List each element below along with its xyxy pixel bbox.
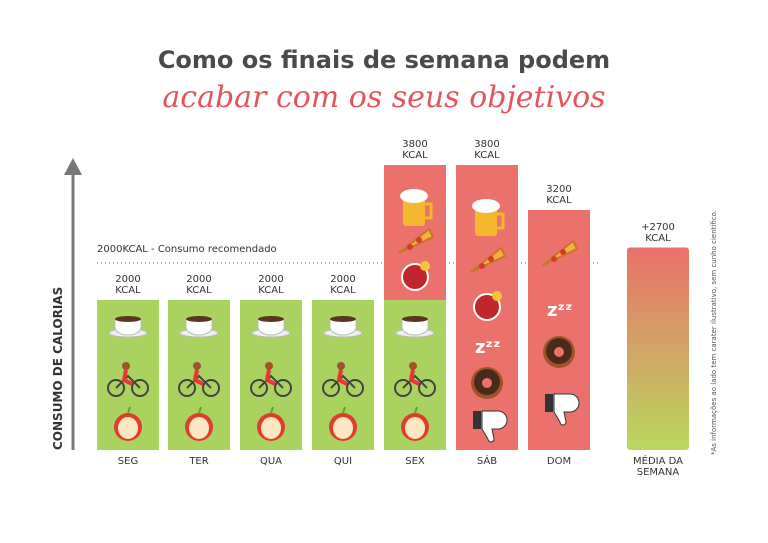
icon <box>202 379 220 397</box>
icon <box>401 318 429 336</box>
icon <box>122 362 130 370</box>
value-label: 2000 KCAL <box>115 274 141 296</box>
icon <box>408 369 420 386</box>
x-tick-label: SEX <box>405 456 425 467</box>
x-tick-label: SÁB <box>476 456 498 467</box>
reference-label: 2000KCAL - Consumo recomendado <box>97 244 277 255</box>
icon <box>322 379 340 397</box>
icon <box>482 378 492 388</box>
icon <box>186 316 212 322</box>
icon <box>425 202 433 220</box>
icon <box>420 261 430 271</box>
note: *As informações ao lado tem carater ilus… <box>710 210 718 455</box>
icon <box>250 379 268 397</box>
icon <box>473 411 481 429</box>
icon <box>409 362 417 370</box>
icon <box>473 293 501 321</box>
icon <box>178 379 196 397</box>
icon <box>394 379 412 397</box>
icon <box>270 406 274 414</box>
icon <box>554 347 564 357</box>
icon <box>416 237 422 243</box>
icon <box>330 316 356 322</box>
icon <box>472 199 500 213</box>
icon <box>553 393 580 426</box>
icon <box>185 318 213 336</box>
icon <box>497 212 505 230</box>
icon <box>127 406 131 414</box>
value-label: 2000 KCAL <box>258 274 284 296</box>
icon <box>261 417 281 439</box>
icon <box>336 369 348 386</box>
icon <box>492 291 502 301</box>
value-label: 3800 KCAL <box>402 139 428 161</box>
icon <box>265 362 273 370</box>
icon <box>258 316 284 322</box>
x-tick-label: MÉDIA DA SEMANA <box>633 456 683 478</box>
x-tick-label: QUI <box>333 456 353 467</box>
icon <box>488 256 494 262</box>
icon <box>342 406 346 414</box>
icon <box>551 256 557 262</box>
icon <box>346 379 364 397</box>
icon <box>475 208 497 236</box>
icon <box>274 379 292 397</box>
icon <box>115 316 141 322</box>
icon <box>402 374 428 389</box>
subtitle: acabar com os seus objetivos <box>162 80 606 115</box>
value-label: 3800 KCAL <box>474 139 500 161</box>
icon <box>329 318 357 336</box>
icon <box>560 249 566 255</box>
icon <box>481 410 508 443</box>
x-tick-label: DOM <box>546 456 572 467</box>
icon <box>401 263 429 291</box>
x-tick-label: SEG <box>117 456 139 467</box>
title: Como os finais de semana podem <box>157 46 611 74</box>
icon: zᶻᶻ <box>475 337 501 358</box>
icon <box>264 369 276 386</box>
value-label: 3200 KCAL <box>546 184 572 206</box>
value-label: +2700 KCAL <box>641 221 675 244</box>
icon <box>118 417 138 439</box>
icon <box>333 417 353 439</box>
y-axis-arrow <box>64 158 82 175</box>
value-label: 2000 KCAL <box>330 274 356 296</box>
y-label: CONSUMO DE CALORIAS <box>51 287 65 450</box>
icon <box>400 189 428 203</box>
icon <box>121 369 133 386</box>
icon <box>193 362 201 370</box>
icon <box>189 417 209 439</box>
icon <box>402 316 428 322</box>
icon <box>258 374 284 389</box>
icon: zᶻᶻ <box>547 300 573 321</box>
icon <box>403 198 425 226</box>
bar <box>627 247 689 450</box>
icon <box>186 374 212 389</box>
icon <box>107 379 125 397</box>
icon <box>479 263 485 269</box>
icon <box>198 406 202 414</box>
x-tick-label: QUA <box>259 456 283 467</box>
icon <box>418 379 436 397</box>
value-label: 2000 KCAL <box>186 274 212 296</box>
icon <box>337 362 345 370</box>
icon <box>545 394 553 412</box>
icon <box>192 369 204 386</box>
icon <box>330 374 356 389</box>
x-tick-label: TER <box>189 456 209 467</box>
icon <box>115 374 141 389</box>
icon <box>414 406 418 414</box>
icon <box>405 417 425 439</box>
icon <box>114 318 142 336</box>
icon <box>407 244 413 250</box>
icon <box>131 379 149 397</box>
icon <box>257 318 285 336</box>
